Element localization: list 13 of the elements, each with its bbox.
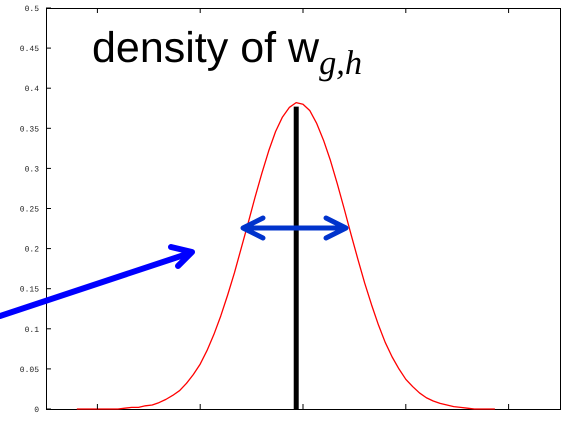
y-tick-label: 0.1 [24, 326, 40, 335]
y-tick-label: 0.2 [24, 246, 40, 255]
text: density of w$_{g,h}$ [92, 24, 362, 82]
y-tick-label: 0.4 [24, 85, 40, 94]
y-tick-label: 0.35 [20, 125, 40, 134]
y-tick-label: 0.25 [20, 206, 40, 214]
y-tick-label: 0.45 [20, 45, 40, 54]
y-tick-label: 0.15 [20, 286, 40, 295]
y-tick-label: 0.5 [24, 5, 40, 14]
y-tick-label: 0 [34, 406, 40, 415]
line-series [76, 102, 496, 410]
y-tick-label: 0.05 [20, 366, 40, 375]
y-tick-label: 0.3 [24, 165, 40, 174]
